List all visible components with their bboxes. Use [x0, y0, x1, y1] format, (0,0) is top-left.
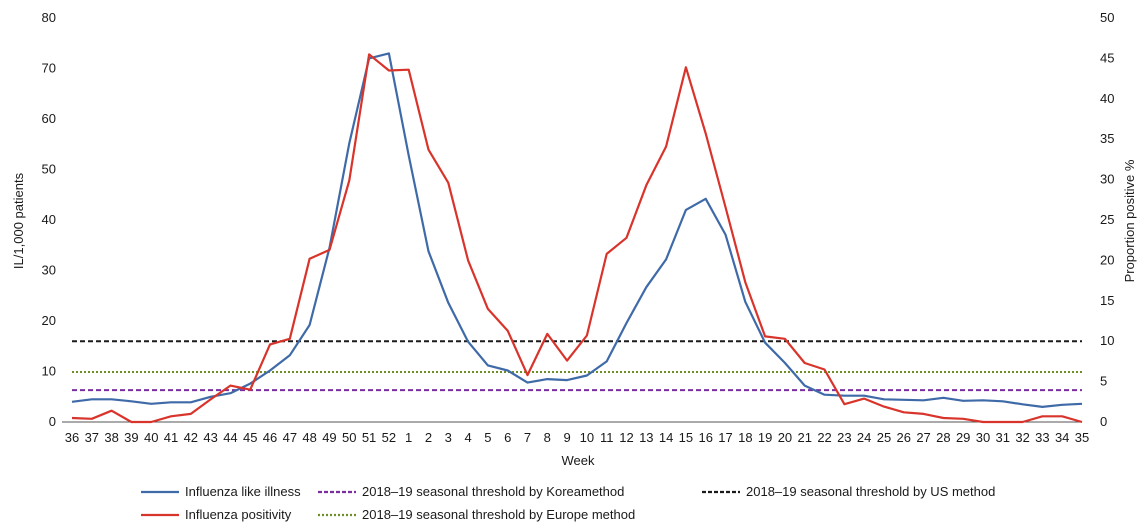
- x-tick-label: 26: [897, 430, 911, 445]
- legend-label: 2018–19 seasonal threshold by US method: [746, 484, 995, 499]
- x-tick-label: 30: [976, 430, 990, 445]
- y-axis-left-title: IL/1,000 patients: [11, 172, 26, 269]
- legend-label: Influenza positivity: [185, 507, 292, 522]
- x-tick-label: 48: [302, 430, 316, 445]
- y-left-tick-label: 0: [49, 414, 56, 429]
- x-tick-label: 8: [544, 430, 551, 445]
- x-tick-label: 12: [619, 430, 633, 445]
- x-tick-label: 16: [698, 430, 712, 445]
- y-left-tick-label: 20: [42, 313, 56, 328]
- x-tick-label: 41: [164, 430, 178, 445]
- x-tick-label: 37: [85, 430, 99, 445]
- x-tick-label: 23: [837, 430, 851, 445]
- y-left-tick-label: 10: [42, 364, 56, 379]
- series-line: [71, 53, 1083, 424]
- x-tick-label: 47: [283, 430, 297, 445]
- x-tick-label: 15: [679, 430, 693, 445]
- x-tick-label: 33: [1035, 430, 1049, 445]
- x-tick-label: 25: [877, 430, 891, 445]
- x-tick-label: 1: [405, 430, 412, 445]
- x-tick-label: 38: [104, 430, 118, 445]
- x-tick-label: 22: [817, 430, 831, 445]
- x-tick-label: 2: [425, 430, 432, 445]
- x-tick-label: 17: [718, 430, 732, 445]
- y-left-tick-label: 80: [42, 10, 56, 25]
- x-tick-label: 51: [362, 430, 376, 445]
- y-right-tick-label: 50: [1100, 10, 1114, 25]
- y-right-tick-label: 5: [1100, 374, 1107, 389]
- y-right-tick-label: 20: [1100, 252, 1114, 267]
- x-tick-label: 50: [342, 430, 356, 445]
- x-tick-label: 35: [1075, 430, 1089, 445]
- y-right-tick-label: 45: [1100, 50, 1114, 65]
- x-tick-label: 43: [203, 430, 217, 445]
- x-tick-label: 6: [504, 430, 511, 445]
- x-tick-label: 10: [580, 430, 594, 445]
- y-right-tick-label: 25: [1100, 212, 1114, 227]
- y-left-tick-label: 70: [42, 61, 56, 76]
- x-tick-label: 4: [464, 430, 471, 445]
- x-tick-label: 11: [600, 430, 614, 445]
- y-right-tick-label: 35: [1100, 131, 1114, 146]
- x-tick-label: 5: [484, 430, 491, 445]
- x-tick-label: 28: [936, 430, 950, 445]
- x-tick-label: 19: [758, 430, 772, 445]
- legend-label: 2018–19 seasonal threshold by Koreametho…: [362, 484, 624, 499]
- y-axis-right-title: Proportion positive %: [1122, 159, 1137, 282]
- x-tick-label: 24: [857, 430, 871, 445]
- x-tick-label: 42: [184, 430, 198, 445]
- x-tick-label: 7: [524, 430, 531, 445]
- series-line: [71, 52, 1083, 408]
- x-tick-label: 52: [382, 430, 396, 445]
- x-tick-label: 20: [778, 430, 792, 445]
- y-left-tick-label: 30: [42, 263, 56, 278]
- y-right-tick-label: 15: [1100, 293, 1114, 308]
- x-axis-title: Week: [562, 453, 595, 468]
- y-right-tick-label: 30: [1100, 172, 1114, 187]
- x-tick-label: 13: [639, 430, 653, 445]
- y-right-tick-label: 0: [1100, 414, 1107, 429]
- x-tick-label: 18: [738, 430, 752, 445]
- x-tick-label: 31: [996, 430, 1010, 445]
- x-tick-label: 44: [223, 430, 237, 445]
- y-left-tick-label: 50: [42, 162, 56, 177]
- y-right-tick-label: 10: [1100, 333, 1114, 348]
- x-tick-label: 3: [445, 430, 452, 445]
- y-right-tick-label: 40: [1100, 91, 1114, 106]
- x-tick-label: 34: [1055, 430, 1069, 445]
- legend-label: Influenza like illness: [185, 484, 301, 499]
- x-tick-label: 45: [243, 430, 257, 445]
- x-tick-label: 9: [563, 430, 570, 445]
- x-tick-label: 39: [124, 430, 138, 445]
- x-tick-label: 29: [956, 430, 970, 445]
- x-tick-label: 21: [798, 430, 812, 445]
- x-tick-label: 36: [65, 430, 79, 445]
- x-tick-label: 49: [322, 430, 336, 445]
- y-left-tick-label: 60: [42, 111, 56, 126]
- legend: Influenza like illness 2018–19 seasonal t…: [141, 484, 995, 522]
- x-tick-label: 40: [144, 430, 158, 445]
- x-tick-label: 32: [1015, 430, 1029, 445]
- x-tick-label: 27: [916, 430, 930, 445]
- x-tick-label: 46: [263, 430, 277, 445]
- x-tick-label: 14: [659, 430, 673, 445]
- y-left-tick-label: 40: [42, 212, 56, 227]
- legend-label: 2018–19 seasonal threshold by Europe met…: [362, 507, 635, 522]
